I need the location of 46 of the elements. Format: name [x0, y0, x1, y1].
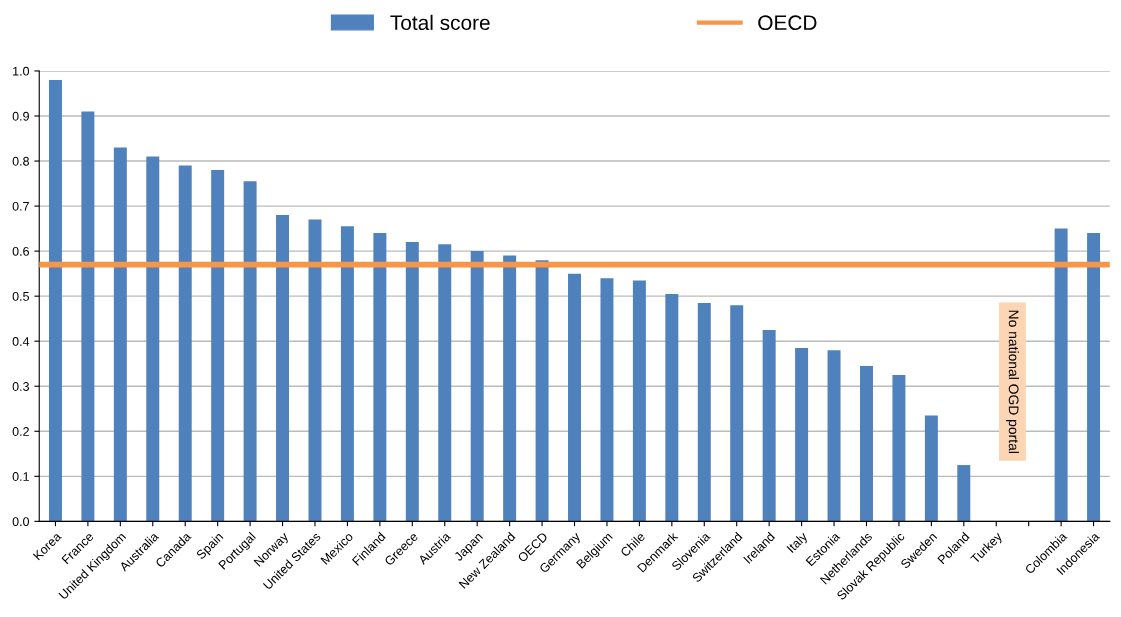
- bar: [243, 181, 257, 522]
- bar: [859, 365, 873, 522]
- bar: [470, 251, 484, 522]
- y-tick-label: 0.5: [12, 291, 29, 301]
- y-tick-label: 0.7: [12, 201, 29, 211]
- y-tick-label: 0.9: [12, 111, 29, 121]
- y-tick-label: 0.0: [12, 517, 30, 527]
- bar: [48, 79, 62, 522]
- bar: [632, 280, 646, 522]
- bar: [211, 170, 225, 522]
- bar: [924, 415, 938, 522]
- bar: [1087, 233, 1101, 522]
- bar: [535, 260, 549, 522]
- bar: [81, 111, 95, 522]
- bar: [146, 156, 160, 522]
- bar: [340, 226, 354, 522]
- bar: [957, 465, 971, 522]
- bar: [697, 302, 711, 522]
- legend-label: OECD: [758, 15, 817, 31]
- bar: [795, 347, 809, 522]
- y-tick-label: 0.1: [12, 472, 29, 481]
- bar: [178, 165, 192, 522]
- bar: [276, 215, 290, 522]
- bar: [600, 278, 614, 522]
- bar: [113, 147, 127, 522]
- bar: [665, 293, 679, 522]
- y-tick-label: 0.4: [12, 337, 30, 346]
- x-tick-label: Italy: [786, 531, 810, 555]
- annotation: No national OGD portal: [1005, 310, 1019, 453]
- bar: [730, 305, 744, 522]
- bar: [373, 233, 387, 522]
- y-tick-label: 0.2: [12, 427, 29, 436]
- bar: [568, 273, 581, 522]
- bar: [503, 255, 517, 522]
- y-tick-label: 0.8: [12, 156, 29, 166]
- y-tick-label: 1.0: [13, 66, 30, 76]
- y-tick-label: 0.6: [12, 246, 29, 256]
- bar: [438, 244, 452, 522]
- bar: [405, 242, 419, 522]
- bar: [892, 374, 906, 522]
- bar: [827, 350, 841, 522]
- bar: [308, 219, 322, 522]
- y-tick-label: 0.3: [12, 382, 29, 391]
- bar: [762, 329, 776, 522]
- legend-label: Total score: [390, 14, 490, 31]
- bar: [1054, 228, 1068, 522]
